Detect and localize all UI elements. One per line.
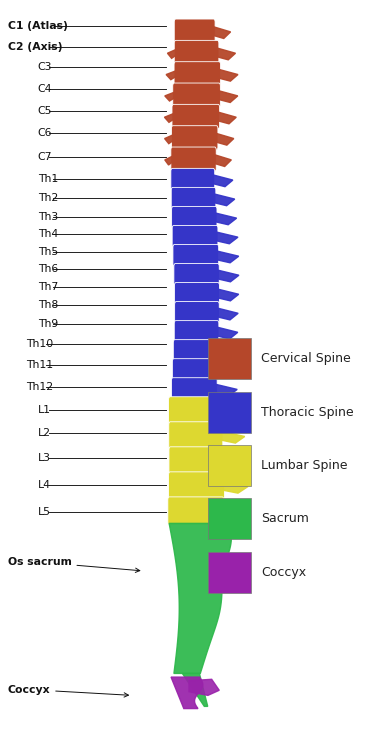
Text: L1: L1 xyxy=(38,405,51,415)
Text: Th11: Th11 xyxy=(26,360,54,370)
FancyBboxPatch shape xyxy=(171,168,215,190)
Polygon shape xyxy=(165,92,174,101)
Text: Th2: Th2 xyxy=(38,193,58,203)
Polygon shape xyxy=(215,154,231,166)
Polygon shape xyxy=(214,27,231,39)
FancyBboxPatch shape xyxy=(173,340,218,362)
Polygon shape xyxy=(165,135,173,143)
Text: Coccyx: Coccyx xyxy=(261,566,306,579)
Polygon shape xyxy=(171,677,203,709)
Polygon shape xyxy=(218,289,239,301)
FancyBboxPatch shape xyxy=(171,378,217,400)
Polygon shape xyxy=(216,133,234,145)
Text: Th9: Th9 xyxy=(38,319,58,329)
Polygon shape xyxy=(165,156,172,165)
FancyBboxPatch shape xyxy=(171,187,216,209)
Text: Os sacrum: Os sacrum xyxy=(8,557,140,572)
Text: Th4: Th4 xyxy=(38,229,58,239)
FancyBboxPatch shape xyxy=(174,19,215,43)
FancyBboxPatch shape xyxy=(208,552,251,593)
Polygon shape xyxy=(219,70,238,81)
Polygon shape xyxy=(216,232,238,244)
Polygon shape xyxy=(219,406,242,418)
Polygon shape xyxy=(182,673,208,706)
Text: Th6: Th6 xyxy=(38,264,58,274)
FancyBboxPatch shape xyxy=(169,447,224,475)
Text: Th7: Th7 xyxy=(38,282,58,292)
FancyBboxPatch shape xyxy=(208,445,251,486)
Text: Th12: Th12 xyxy=(26,382,54,392)
FancyBboxPatch shape xyxy=(172,225,218,247)
FancyBboxPatch shape xyxy=(175,302,219,324)
FancyBboxPatch shape xyxy=(173,83,220,108)
Text: C3: C3 xyxy=(38,62,52,72)
Text: Th5: Th5 xyxy=(38,247,58,257)
FancyBboxPatch shape xyxy=(168,497,224,525)
Polygon shape xyxy=(214,194,235,206)
FancyBboxPatch shape xyxy=(172,359,218,381)
FancyBboxPatch shape xyxy=(169,422,223,449)
Text: Sacrum: Sacrum xyxy=(261,512,309,526)
Polygon shape xyxy=(216,365,237,377)
Text: Th8: Th8 xyxy=(38,300,58,310)
FancyBboxPatch shape xyxy=(208,392,251,433)
Text: C7: C7 xyxy=(38,152,52,162)
FancyBboxPatch shape xyxy=(173,244,218,266)
Polygon shape xyxy=(217,48,235,60)
FancyBboxPatch shape xyxy=(169,397,221,425)
FancyBboxPatch shape xyxy=(174,283,219,305)
Polygon shape xyxy=(167,50,176,59)
FancyBboxPatch shape xyxy=(172,105,220,129)
Polygon shape xyxy=(219,91,238,102)
FancyBboxPatch shape xyxy=(174,321,219,343)
Polygon shape xyxy=(223,482,248,493)
Text: Th3: Th3 xyxy=(38,212,58,222)
Text: Th1: Th1 xyxy=(38,174,58,184)
Text: L3: L3 xyxy=(38,453,51,463)
FancyBboxPatch shape xyxy=(208,338,251,379)
Polygon shape xyxy=(222,431,245,443)
FancyBboxPatch shape xyxy=(171,147,216,171)
Text: Cervical Spine: Cervical Spine xyxy=(261,352,350,365)
Polygon shape xyxy=(166,71,175,80)
FancyBboxPatch shape xyxy=(174,61,221,86)
Polygon shape xyxy=(215,384,237,396)
Text: C5: C5 xyxy=(38,105,52,116)
Polygon shape xyxy=(169,523,231,673)
Polygon shape xyxy=(164,113,174,122)
Polygon shape xyxy=(213,175,233,187)
Polygon shape xyxy=(217,346,238,358)
FancyBboxPatch shape xyxy=(174,40,219,64)
FancyBboxPatch shape xyxy=(208,498,251,539)
Text: C2 (Axis): C2 (Axis) xyxy=(8,42,62,52)
Text: C1 (Atlas): C1 (Atlas) xyxy=(8,21,67,31)
Polygon shape xyxy=(217,251,239,263)
Text: Lumbar Spine: Lumbar Spine xyxy=(261,459,347,472)
Text: L4: L4 xyxy=(38,479,51,490)
Polygon shape xyxy=(218,270,239,282)
Polygon shape xyxy=(223,457,247,468)
Polygon shape xyxy=(222,507,247,518)
FancyBboxPatch shape xyxy=(174,264,219,285)
FancyBboxPatch shape xyxy=(169,472,225,500)
Text: L2: L2 xyxy=(38,428,51,438)
Text: Coccyx: Coccyx xyxy=(8,684,129,697)
FancyBboxPatch shape xyxy=(171,126,218,150)
Text: L5: L5 xyxy=(38,507,51,518)
Polygon shape xyxy=(215,213,237,225)
Polygon shape xyxy=(218,112,236,124)
Text: Thoracic Spine: Thoracic Spine xyxy=(261,406,353,419)
Text: C4: C4 xyxy=(38,83,52,94)
Polygon shape xyxy=(189,679,219,695)
FancyBboxPatch shape xyxy=(172,206,217,228)
Polygon shape xyxy=(218,308,238,320)
Text: C6: C6 xyxy=(38,128,52,138)
Text: Th10: Th10 xyxy=(26,339,54,349)
Polygon shape xyxy=(217,327,238,339)
